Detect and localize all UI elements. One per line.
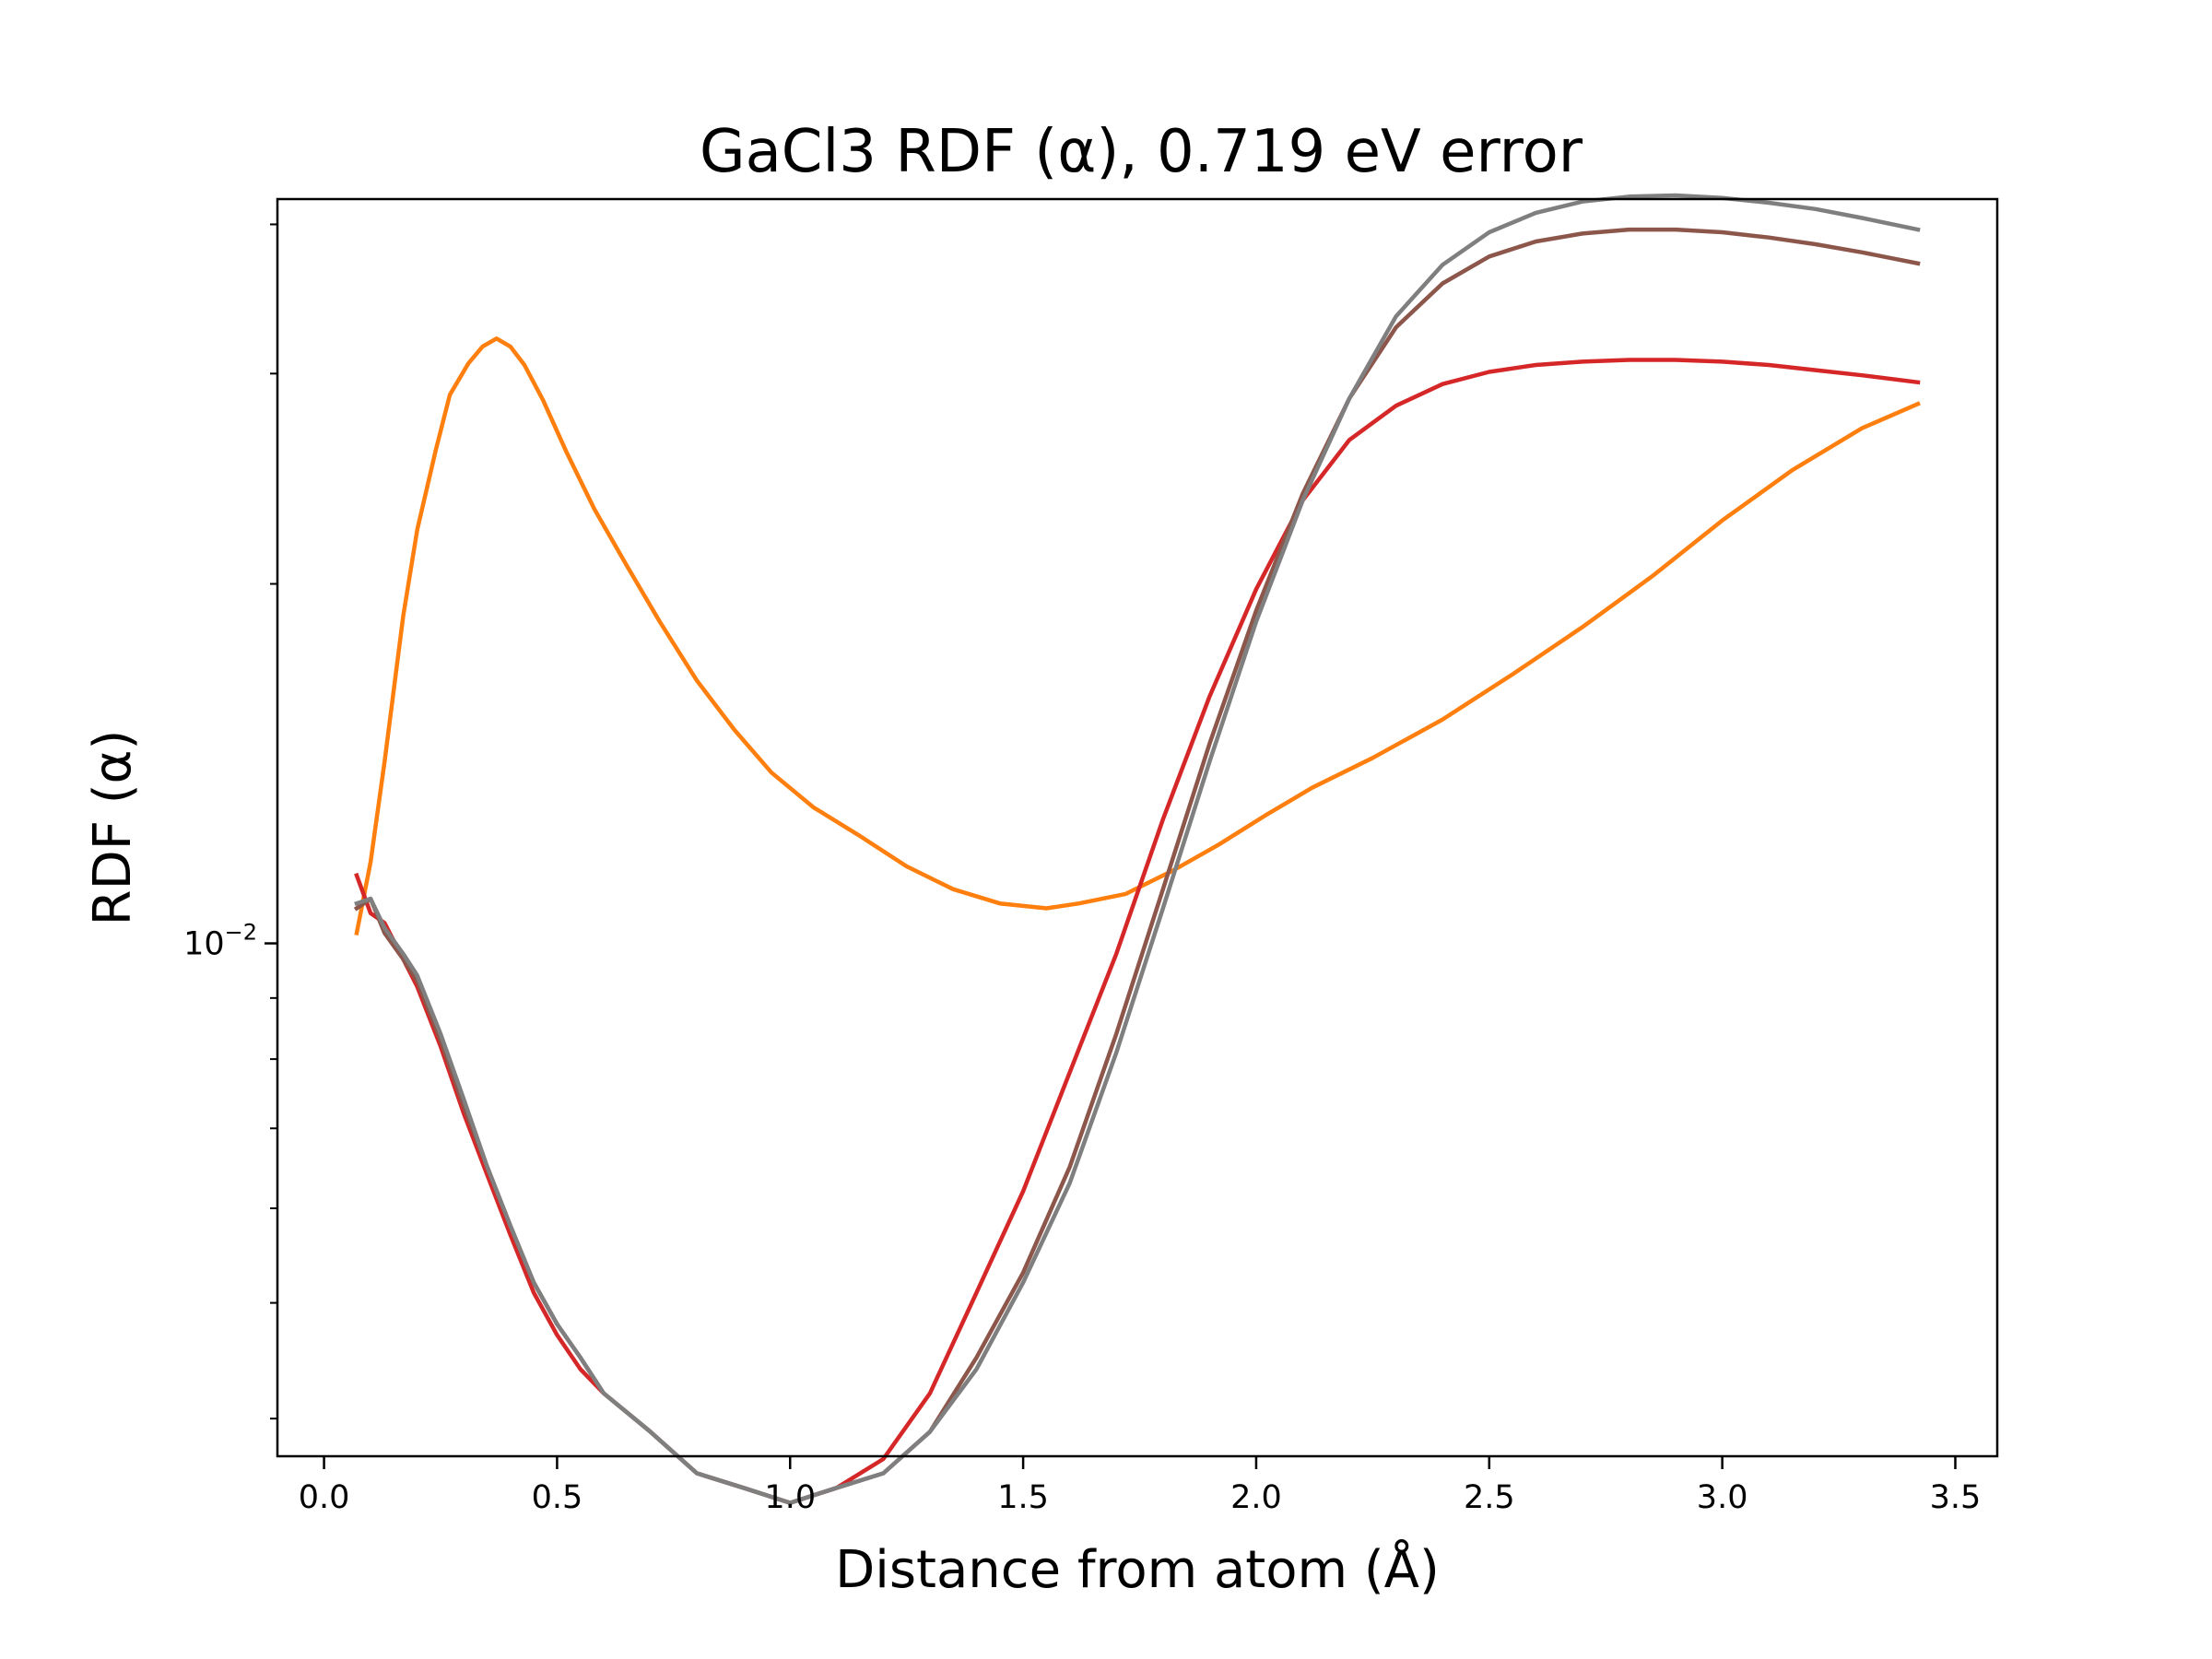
series-line-1 [354,336,1921,936]
x-tick-label: 3.0 [1697,1479,1748,1516]
plot-area-frame [276,197,1999,1458]
x-tick-label: 2.0 [1230,1479,1282,1516]
y-axis-label: RDF (α) [83,730,143,926]
y-tick-label: 10−2 [183,920,257,963]
x-tick-label: 1.5 [997,1479,1049,1516]
chart-title: GaCl3 RDF (α), 0.719 eV error [700,118,1583,186]
x-tick-label: 1.0 [764,1479,816,1516]
x-tick-label: 0.0 [299,1479,350,1516]
x-tick-label: 0.5 [532,1479,583,1516]
x-axis-label: Distance from atom (Å) [835,1539,1440,1600]
series-line-2 [354,358,1921,1505]
x-tick-label: 2.5 [1464,1479,1515,1516]
tick-layer: 0.0 0.5 1.0 1.5 2.0 2.5 3.0 3.5 10−2 [183,223,1982,1516]
x-tick-label: 3.5 [1930,1479,1982,1516]
